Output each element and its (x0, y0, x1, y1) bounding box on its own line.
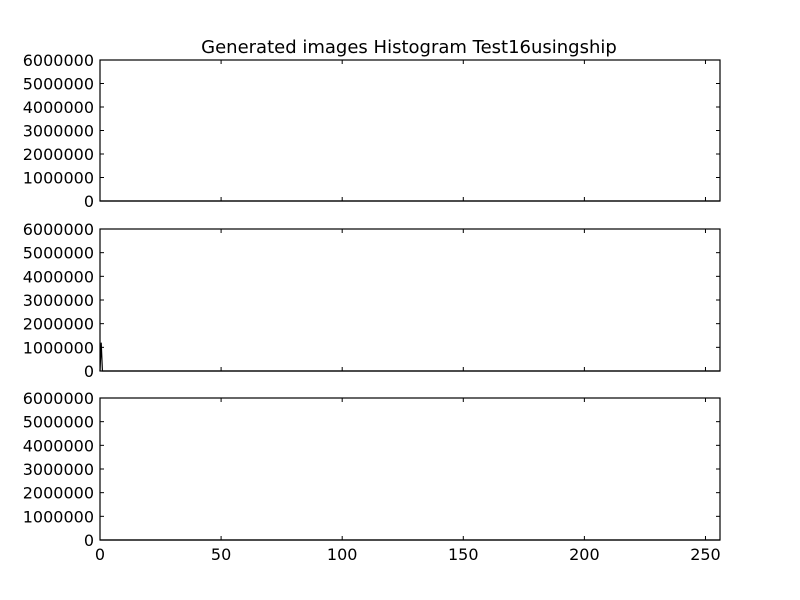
y-tick-label: 0 (84, 531, 94, 550)
series-line-2-1 (99, 342, 720, 372)
axes-frame (99, 59, 721, 202)
y-tick-label: 2000000 (23, 315, 94, 334)
y-tick-label: 3000000 (23, 291, 94, 310)
y-tick-label: 1000000 (23, 507, 94, 526)
subplot-2: 0 1000000 2000000 3000000 4000000 5000000 6000… (23, 220, 721, 381)
x-tick-label: 50 (211, 545, 231, 564)
y-tick-label: 5000000 (23, 413, 94, 432)
axes-frame (99, 397, 721, 541)
y-tick-label: 3000000 (23, 460, 94, 479)
y-tick-label: 1000000 (23, 169, 94, 188)
subplot-1: 0 1000000 2000000 3000000 4000000 5000000 6000… (23, 51, 721, 211)
x-tick-label: 200 (569, 545, 600, 564)
y-tick-label: 4000000 (23, 436, 94, 455)
y-tick-label: 3000000 (23, 122, 94, 141)
y-tick-label: 1000000 (23, 338, 94, 357)
y-tick-label: 0 (84, 362, 94, 381)
y-tick-label: 4000000 (23, 98, 94, 117)
x-tick-label: 250 (690, 545, 721, 564)
y-tick-label: 2000000 (23, 145, 94, 164)
x-tick-label: 100 (327, 545, 358, 564)
y-tick-label: 5000000 (23, 244, 94, 263)
y-tick-label: 4000000 (23, 267, 94, 286)
y-tick-label: 0 (84, 192, 94, 211)
x-tick-label: 150 (448, 545, 479, 564)
y-tick-label: 6000000 (23, 220, 94, 239)
x-tick-label: 0 (95, 545, 105, 564)
y-tick-label: 5000000 (23, 75, 94, 94)
chart-title: Generated images Histogram Test16usingsh… (201, 37, 617, 58)
y-tick-label: 6000000 (23, 51, 94, 70)
y-tick-label: 2000000 (23, 484, 94, 503)
axes-frame (99, 228, 721, 372)
y-tick-label: 6000000 (23, 389, 94, 408)
subplot-3: 0100000020000003000000400000050000006000… (23, 389, 721, 564)
